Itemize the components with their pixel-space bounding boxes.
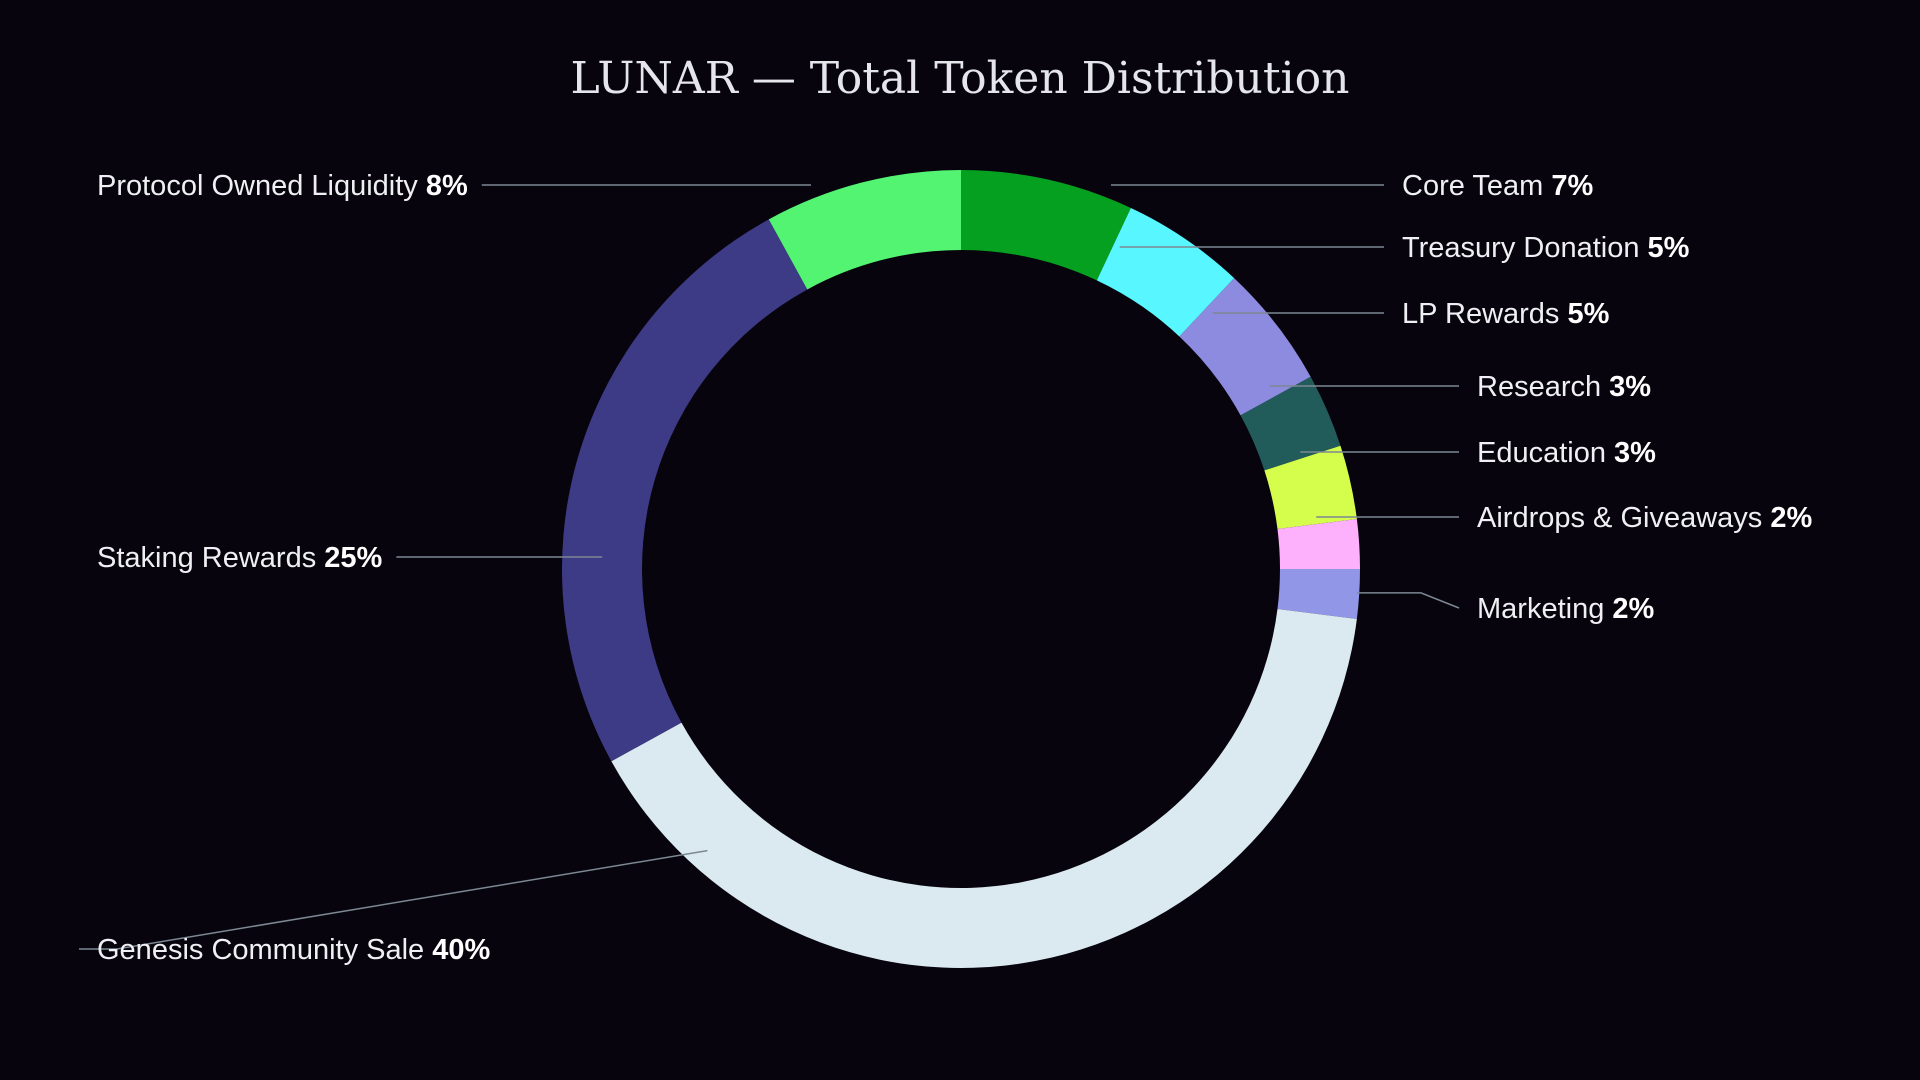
slice-treasury-donation: [1096, 207, 1235, 337]
slice-label-name: Treasury Donation: [1402, 232, 1648, 264]
slice-label-name: LP Rewards: [1402, 298, 1568, 330]
slice-label-airdrops-and-giveaways: Airdrops & Giveaways 2%: [1477, 502, 1812, 534]
slice-label-value: 7%: [1551, 170, 1593, 202]
slice-label-value: 2%: [1770, 502, 1812, 534]
slice-label-core-team: Core Team 7%: [1402, 170, 1594, 202]
slice-label-value: 5%: [1568, 298, 1610, 330]
slice-label-value: 3%: [1609, 371, 1651, 403]
slice-label-lp-rewards: LP Rewards 5%: [1402, 298, 1610, 330]
slice-research: [1240, 376, 1341, 471]
slice-label-treasury-donation: Treasury Donation 5%: [1402, 232, 1690, 264]
slice-label-name: Protocol Owned Liquidity: [97, 170, 426, 202]
slice-label-education: Education 3%: [1477, 437, 1656, 469]
slice-labels: Core Team 7%Treasury Donation 5%LP Rewar…: [97, 170, 1812, 966]
slice-core-team: [961, 170, 1131, 281]
slice-label-name: Airdrops & Giveaways: [1477, 502, 1770, 534]
slice-label-name: Education: [1477, 437, 1614, 469]
slice-label-protocol-owned-liquidity: Protocol Owned Liquidity 8%: [97, 170, 468, 202]
slice-label-research: Research 3%: [1477, 371, 1651, 403]
slice-airdrops-and-giveaways: [1277, 518, 1360, 569]
slice-genesis-community-sale: [611, 608, 1357, 968]
slice-label-value: 3%: [1614, 437, 1656, 469]
slice-label-name: Research: [1477, 371, 1609, 403]
slice-label-name: Genesis Community Sale: [97, 934, 432, 966]
slice-education: [1264, 445, 1357, 530]
leader-lines: [79, 184, 1460, 950]
slice-lp-rewards: [1179, 278, 1311, 416]
slice-staking-rewards: [561, 219, 808, 762]
chart-title: LUNAR — Total Token Distribution: [571, 53, 1350, 104]
leader-line-genesis-community-sale: [79, 849, 708, 950]
slice-label-value: 5%: [1648, 232, 1690, 264]
slice-label-marketing: Marketing 2%: [1477, 593, 1655, 625]
slice-label-value: 2%: [1612, 593, 1654, 625]
slice-label-value: 25%: [324, 542, 382, 574]
slice-label-value: 8%: [426, 170, 468, 202]
slice-label-name: Core Team: [1402, 170, 1551, 202]
slice-label-name: Staking Rewards: [97, 542, 324, 574]
slice-label-value: 40%: [432, 934, 490, 966]
slice-label-name: Marketing: [1477, 593, 1612, 625]
slice-protocol-owned-liquidity: [768, 170, 961, 290]
donut-ring: [561, 170, 1360, 968]
slice-label-staking-rewards: Staking Rewards 25%: [97, 542, 383, 574]
slice-label-genesis-community-sale: Genesis Community Sale 40%: [97, 934, 491, 966]
slice-marketing: [1277, 569, 1360, 620]
leader-line-marketing: [1357, 592, 1460, 609]
